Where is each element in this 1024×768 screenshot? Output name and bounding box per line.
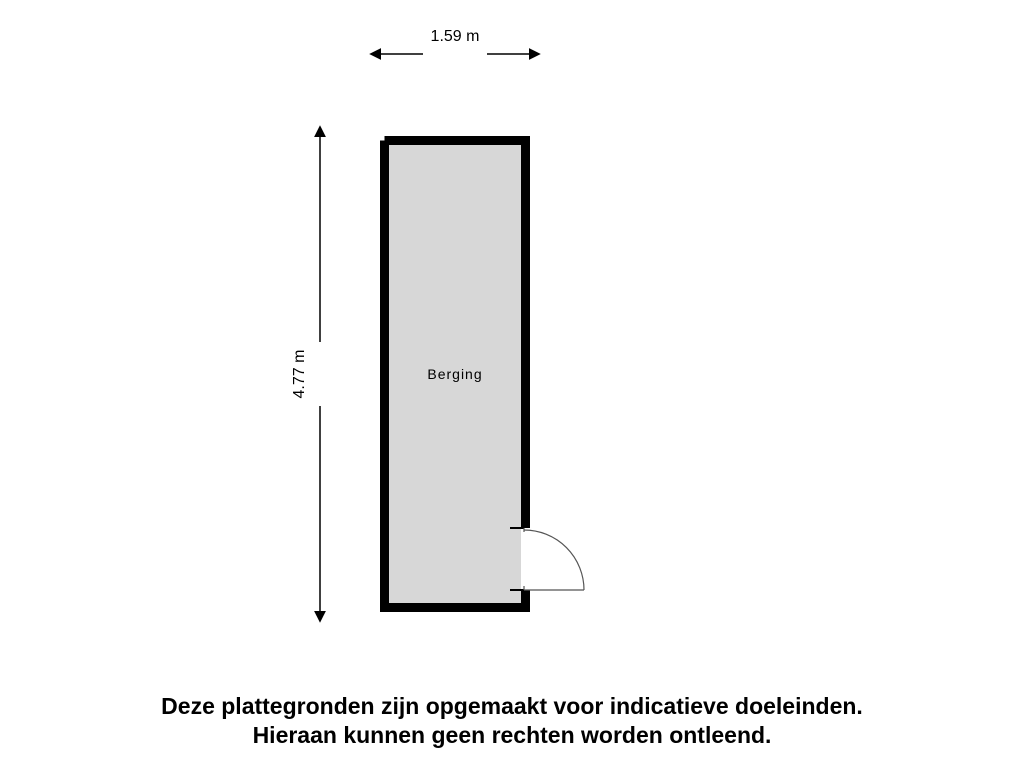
floorplan-canvas: 1.59 m 4.77 m Berging Deze plattegronden… [0, 0, 1024, 768]
disclaimer-line-1: Deze plattegronden zijn opgemaakt voor i… [161, 693, 863, 719]
disclaimer-line-2: Hieraan kunnen geen rechten worden ontle… [253, 722, 772, 748]
disclaimer-text: Deze plattegronden zijn opgemaakt voor i… [0, 692, 1024, 750]
room-label-berging: Berging [427, 366, 482, 382]
dimension-height-label: 4.77 m [291, 350, 309, 399]
floorplan-svg [0, 0, 1024, 768]
dimension-width-label: 1.59 m [431, 28, 480, 46]
